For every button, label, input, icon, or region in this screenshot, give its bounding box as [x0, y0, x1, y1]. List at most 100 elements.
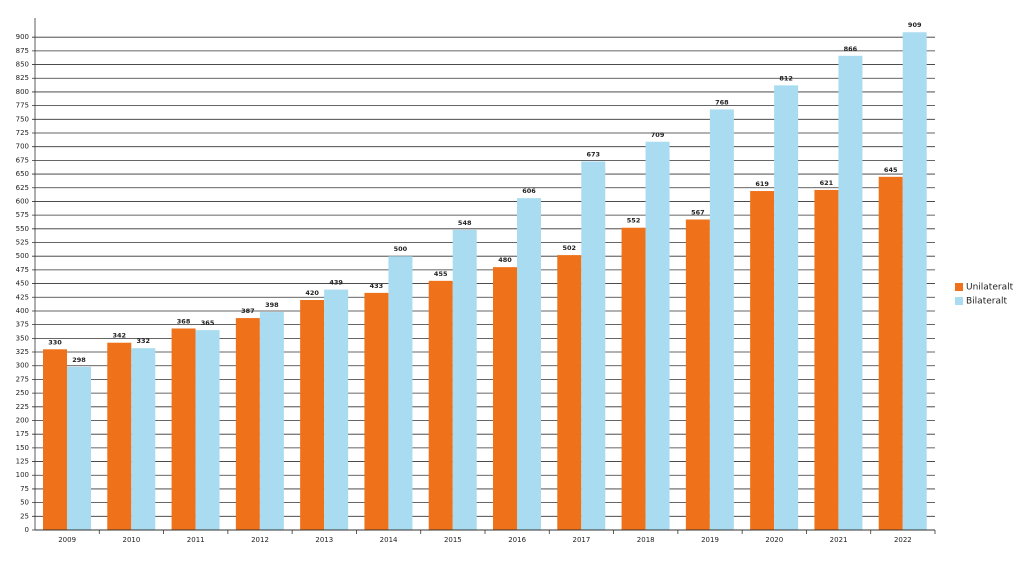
- x-tick-label: 2015: [444, 536, 462, 544]
- y-tick-label: 775: [16, 102, 29, 110]
- y-tick-label: 875: [16, 47, 29, 55]
- value-label: 332: [136, 337, 150, 345]
- value-label: 621: [820, 179, 834, 187]
- x-tick-label: 2011: [187, 536, 205, 544]
- value-label: 866: [844, 45, 858, 53]
- bar: [171, 328, 196, 530]
- value-label: 455: [434, 270, 448, 278]
- bar: [814, 189, 839, 530]
- x-tick-label: 2018: [637, 536, 655, 544]
- y-tick-label: 350: [16, 334, 29, 342]
- bar: [107, 342, 132, 530]
- bar: [388, 256, 413, 530]
- y-tick-label: 375: [16, 321, 29, 329]
- x-tick-label: 2022: [894, 536, 912, 544]
- y-tick-label: 175: [16, 430, 29, 438]
- bar: [452, 229, 477, 531]
- y-tick-label: 500: [16, 252, 29, 260]
- value-label: 709: [651, 131, 665, 139]
- value-label: 480: [498, 256, 512, 264]
- y-tick-label: 575: [16, 211, 29, 219]
- y-tick-label: 625: [16, 184, 29, 192]
- y-tick-label: 550: [16, 225, 29, 233]
- value-label: 552: [627, 217, 641, 225]
- y-tick-label: 725: [16, 129, 29, 137]
- value-label: 909: [908, 21, 922, 29]
- x-tick-label: 2013: [315, 536, 333, 544]
- y-tick-label: 250: [16, 389, 29, 397]
- value-label: 398: [265, 301, 279, 309]
- bar: [557, 255, 582, 530]
- y-tick-label: 675: [16, 156, 29, 164]
- y-tick-label: 900: [16, 33, 29, 41]
- y-tick-label: 800: [16, 88, 29, 96]
- y-tick-label: 275: [16, 375, 29, 383]
- bar: [235, 318, 260, 530]
- value-label: 368: [177, 317, 191, 325]
- y-tick-label: 100: [16, 471, 29, 479]
- legend-label: Unilateralt: [966, 283, 1014, 293]
- bar: [621, 227, 646, 531]
- x-tick-label: 2010: [123, 536, 141, 544]
- value-label: 567: [691, 209, 705, 217]
- y-tick-label: 600: [16, 197, 29, 205]
- y-tick-label: 700: [16, 143, 29, 151]
- y-tick-label: 200: [16, 416, 29, 424]
- value-label: 439: [329, 279, 343, 287]
- x-tick-label: 2020: [765, 536, 783, 544]
- value-label: 330: [48, 338, 62, 346]
- y-tick-label: 475: [16, 266, 29, 274]
- x-tick-label: 2009: [58, 536, 76, 544]
- bar: [493, 267, 517, 530]
- x-tick-label: 2017: [573, 536, 591, 544]
- value-label: 365: [201, 319, 215, 327]
- y-tick-label: 825: [16, 74, 29, 82]
- bar: [645, 141, 670, 530]
- y-tick-label: 325: [16, 348, 29, 356]
- y-tick-label: 525: [16, 239, 29, 247]
- bar: [838, 55, 863, 530]
- bar: [581, 161, 606, 530]
- value-label: 645: [884, 166, 898, 174]
- bar: [43, 349, 67, 530]
- legend-label: Bilateralt: [966, 297, 1007, 307]
- y-tick-label: 25: [20, 512, 29, 520]
- bar: [750, 191, 775, 531]
- y-tick-label: 0: [25, 526, 29, 534]
- x-tick-label: 2016: [508, 536, 526, 544]
- bar: [878, 176, 903, 531]
- bar: [259, 312, 284, 530]
- bar: [517, 198, 541, 530]
- value-label: 433: [370, 282, 384, 290]
- value-label: 606: [522, 187, 536, 195]
- y-tick-label: 750: [16, 115, 29, 123]
- y-tick-label: 425: [16, 293, 29, 301]
- x-tick-label: 2012: [251, 536, 269, 544]
- value-label: 768: [715, 98, 729, 106]
- bar: [364, 292, 389, 530]
- x-tick-label: 2014: [380, 536, 398, 544]
- bar: [428, 280, 453, 530]
- y-tick-label: 850: [16, 61, 29, 69]
- value-label: 500: [394, 245, 408, 253]
- bar: [67, 366, 91, 530]
- bar: [709, 109, 734, 531]
- value-label: 502: [562, 244, 576, 252]
- bar: [324, 289, 349, 530]
- bar: [685, 219, 710, 530]
- y-tick-label: 125: [16, 458, 29, 466]
- value-label: 420: [305, 289, 319, 297]
- value-label: 298: [72, 356, 86, 364]
- x-tick-label: 2019: [701, 536, 719, 544]
- value-label: 673: [586, 150, 600, 158]
- bar: [131, 348, 156, 530]
- value-label: 812: [779, 74, 793, 82]
- legend-swatch: [955, 297, 963, 305]
- value-label: 548: [458, 219, 472, 227]
- y-tick-label: 650: [16, 170, 29, 178]
- y-tick-label: 75: [20, 485, 29, 493]
- y-tick-label: 150: [16, 444, 29, 452]
- value-label: 342: [112, 332, 126, 340]
- y-tick-label: 300: [16, 362, 29, 370]
